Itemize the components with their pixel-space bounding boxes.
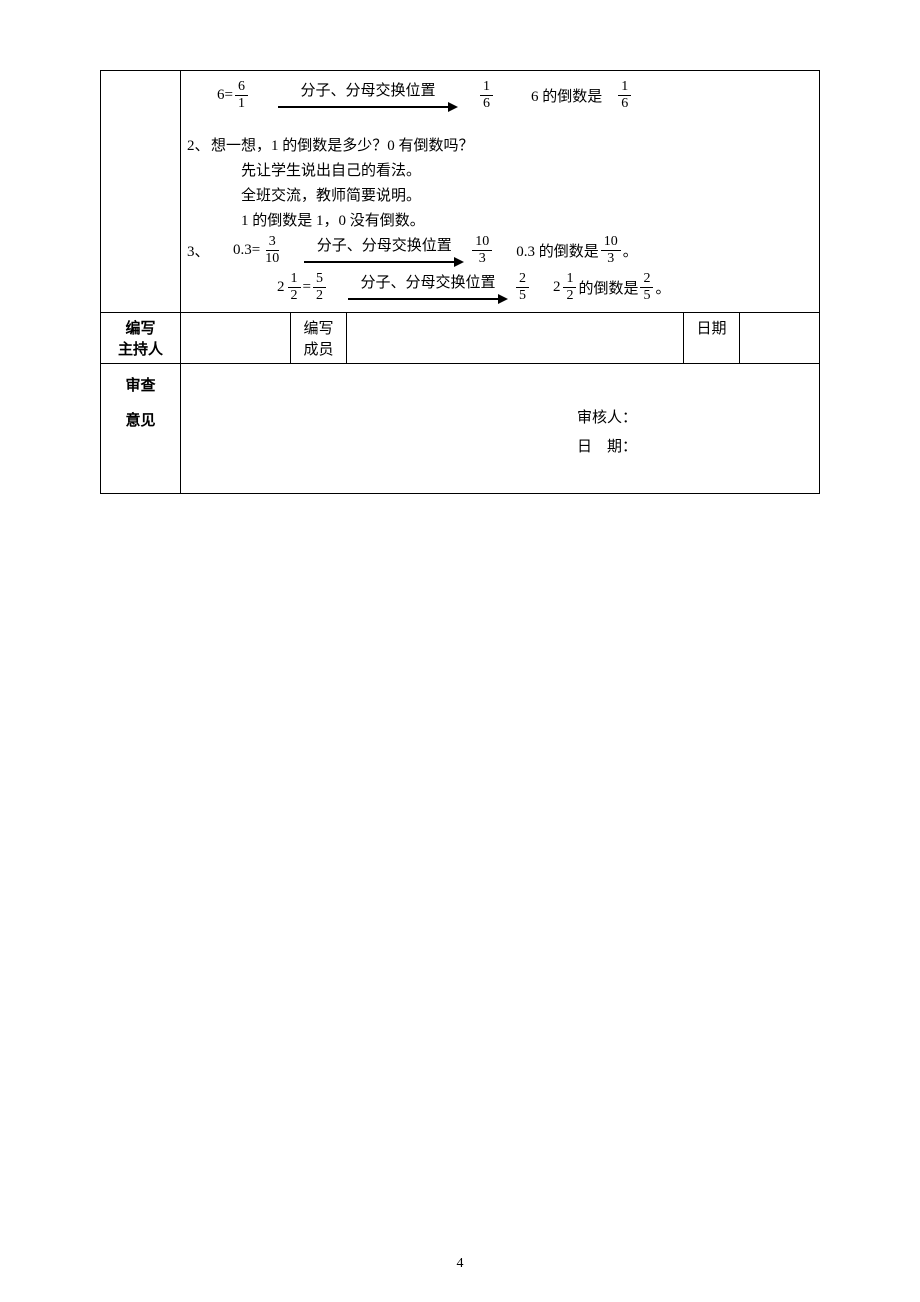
date-label: 日期 xyxy=(684,313,740,364)
mixed-number: 2 1 2 xyxy=(553,272,579,303)
fraction: 3 10 xyxy=(262,235,282,266)
review-row: 审查 意见 审核人： 日 期： xyxy=(101,364,820,494)
mixed-number: 2 1 2 xyxy=(277,272,303,303)
swap-arrow: 分子、分母交换位置 xyxy=(278,79,458,112)
review-content: 审核人： 日 期： xyxy=(181,364,820,494)
lesson-table: 6= 6 1 分子、分母交换位置 1 6 6 的倒数是 xyxy=(100,70,820,494)
meta-row: 编写 主持人 编写 成员 日期 xyxy=(101,313,820,364)
fraction: 10 3 xyxy=(601,235,621,266)
eq-lhs: 0.3= xyxy=(233,242,260,259)
result-text: 0.3 的倒数是 xyxy=(516,240,599,261)
fraction: 1 6 xyxy=(480,80,493,111)
left-stub-cell xyxy=(101,71,181,313)
fraction: 10 3 xyxy=(472,235,492,266)
swap-arrow: 分子、分母交换位置 xyxy=(304,234,464,267)
example-line-3b: 2 1 2 = 5 2 分子、分母交换位置 2 xyxy=(187,271,813,304)
fraction: 6 1 xyxy=(235,80,248,111)
block2-line2: 全班交流，教师简要说明。 xyxy=(187,184,813,205)
content-cell: 6= 6 1 分子、分母交换位置 1 6 6 的倒数是 xyxy=(181,71,820,313)
eq-lhs: 6= xyxy=(217,87,233,104)
page-number: 4 xyxy=(0,1256,920,1272)
review-label: 审查 意见 xyxy=(101,364,181,494)
host-label: 编写 主持人 xyxy=(101,313,181,364)
question-2: 2、 想一想，1 的倒数是多少？0 有倒数吗？ xyxy=(187,134,813,155)
swap-arrow: 分子、分母交换位置 xyxy=(348,271,508,304)
members-value xyxy=(347,313,684,364)
members-label: 编写 成员 xyxy=(291,313,347,364)
host-value xyxy=(181,313,291,364)
fraction: 2 5 xyxy=(516,272,529,303)
fraction: 2 5 xyxy=(640,272,653,303)
example-line-3a: 3、 0.3= 3 10 分子、分母交换位置 10 3 0.3 的倒数是 xyxy=(187,234,813,267)
fraction: 1 6 xyxy=(618,80,631,111)
result-text: 6 的倒数是 xyxy=(531,85,602,106)
date-value xyxy=(740,313,820,364)
review-date-line: 日 期： xyxy=(577,433,813,462)
reviewer-line: 审核人： xyxy=(577,404,813,433)
fraction: 5 2 xyxy=(313,272,326,303)
example-line-1: 6= 6 1 分子、分母交换位置 1 6 6 的倒数是 xyxy=(187,79,813,112)
block2-line3: 1 的倒数是 1，0 没有倒数。 xyxy=(187,209,813,230)
block2-line1: 先让学生说出自己的看法。 xyxy=(187,159,813,180)
